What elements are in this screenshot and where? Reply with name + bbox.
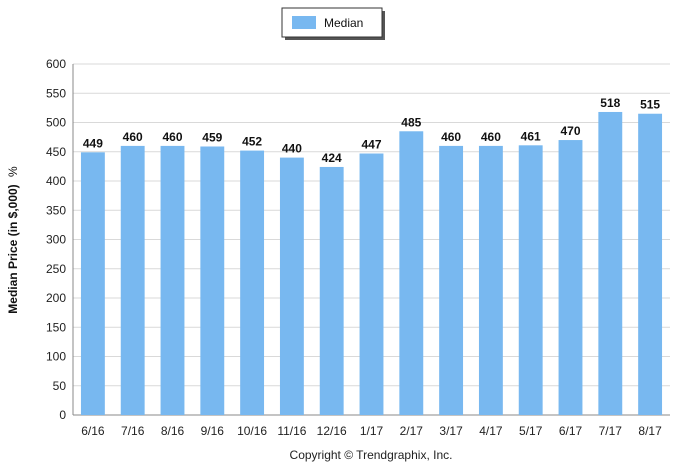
copyright-text: Copyright © Trendgraphix, Inc. [290, 448, 453, 462]
data-label: 515 [640, 98, 660, 112]
y-tick-label: 400 [46, 174, 66, 188]
x-tick-label: 8/17 [638, 424, 662, 438]
data-label: 460 [481, 130, 501, 144]
bar [478, 145, 503, 415]
bar [399, 131, 424, 415]
x-tick-label: 8/16 [161, 424, 185, 438]
y-tick-label: 300 [46, 233, 66, 247]
y-tick-label: 450 [46, 145, 66, 159]
data-label: 518 [600, 96, 620, 110]
data-label: 460 [441, 130, 461, 144]
x-tick-label: 9/16 [201, 424, 225, 438]
bar [120, 145, 145, 415]
x-tick-label: 2/17 [400, 424, 424, 438]
data-labels: 449 460 460 459 452 440 424 447 485 460 460 461 470 5… [83, 96, 661, 165]
y-tick-label: 500 [46, 116, 66, 130]
bar [80, 152, 105, 415]
bar [518, 145, 543, 415]
bars [80, 111, 663, 416]
y-tick-label: 100 [46, 350, 66, 364]
data-label: 461 [521, 129, 541, 143]
x-tick-label: 7/16 [121, 424, 145, 438]
y-axis-title-group: Median Price (in $,000) % [6, 166, 20, 314]
y-tick-label: 350 [46, 203, 66, 217]
y-axis-title-suffix: % [6, 166, 20, 177]
x-tick-label: 7/17 [599, 424, 623, 438]
data-label: 485 [401, 115, 421, 129]
y-axis-ticks: 0 50 100 150 200 250 300 350 400 450 500 550 600 [46, 57, 66, 422]
x-tick-label: 11/16 [277, 424, 306, 438]
legend-swatch [292, 16, 316, 29]
data-label: 447 [361, 138, 381, 152]
y-tick-label: 250 [46, 262, 66, 276]
legend-label: Median [324, 16, 363, 30]
x-tick-label: 10/16 [237, 424, 267, 438]
y-tick-label: 600 [46, 57, 66, 71]
y-axis-title-text: Median Price (in $,000) [6, 184, 20, 313]
y-tick-label: 0 [59, 408, 66, 422]
x-tick-label: 12/16 [317, 424, 347, 438]
data-label: 460 [162, 130, 182, 144]
x-tick-label: 5/17 [519, 424, 543, 438]
y-axis-title: Median Price (in $,000) % [6, 166, 20, 314]
data-label: 459 [202, 130, 222, 144]
bar [598, 111, 623, 415]
data-label: 424 [322, 151, 342, 165]
y-tick-label: 50 [53, 379, 67, 393]
bar [638, 113, 663, 415]
x-tick-label: 4/17 [479, 424, 503, 438]
legend: Median [281, 7, 385, 40]
bar [319, 166, 344, 415]
data-label: 470 [560, 124, 580, 138]
bar [200, 146, 225, 416]
data-label: 449 [83, 136, 103, 150]
bar [558, 140, 583, 416]
y-tick-label: 150 [46, 320, 66, 334]
bar [160, 145, 185, 415]
bar [240, 150, 265, 415]
y-tick-label: 200 [46, 291, 66, 305]
x-tick-label: 6/16 [81, 424, 105, 438]
x-tick-label: 3/17 [439, 424, 463, 438]
x-tick-label: 1/17 [360, 424, 384, 438]
data-label: 440 [282, 142, 302, 156]
bar [359, 153, 384, 415]
y-tick-label: 550 [46, 86, 66, 100]
data-label: 460 [123, 130, 143, 144]
x-tick-label: 6/17 [559, 424, 583, 438]
bar [439, 145, 464, 415]
x-axis-ticks: 6/16 7/16 8/16 9/16 10/16 11/16 12/16 1/17 2/17 3… [81, 424, 662, 438]
data-label: 452 [242, 135, 262, 149]
bar [279, 157, 304, 415]
